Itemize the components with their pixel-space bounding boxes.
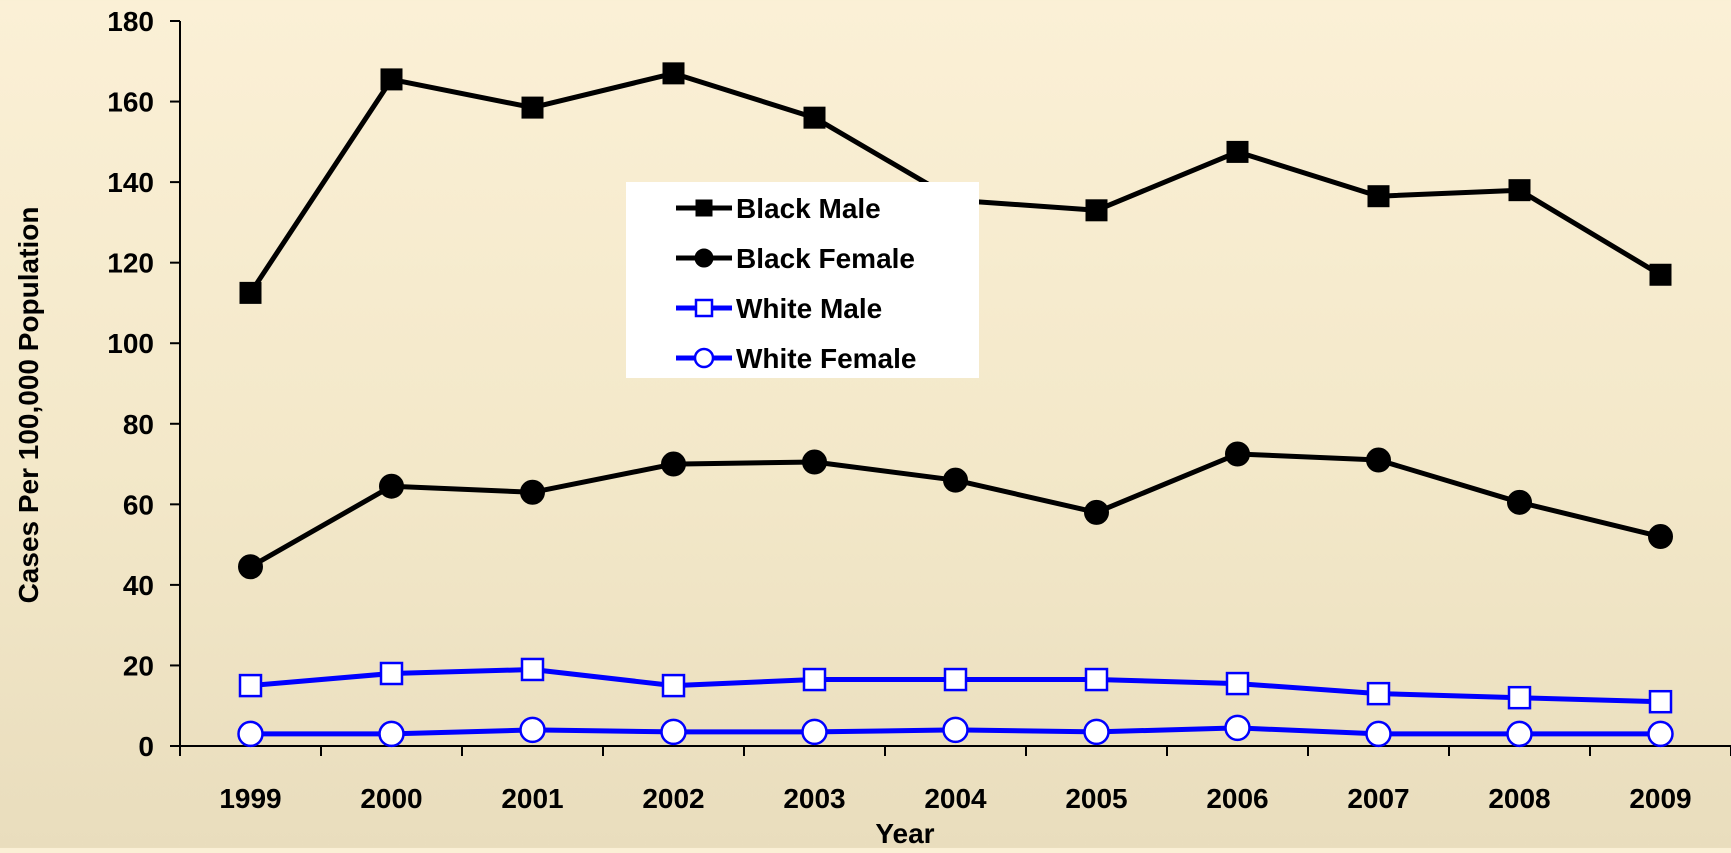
data-point: [1084, 667, 1109, 692]
y-axis-title: Cases Per 100,000 Population: [13, 207, 44, 604]
data-point: [802, 449, 827, 475]
data-point: [1507, 489, 1532, 515]
axes: 0 20 40 60 80 100 120 140 160 180 1999 2000 2001 2002…: [107, 6, 1731, 814]
x-tick-label: 2008: [1488, 783, 1550, 814]
y-tick-label: 140: [107, 167, 154, 198]
data-point: [1226, 140, 1249, 163]
legend-swatch-marker: [694, 298, 714, 318]
legend-swatch-marker: [693, 347, 715, 369]
data-point: [1506, 720, 1533, 748]
data-point: [239, 281, 262, 304]
data-point: [942, 716, 969, 744]
x-tick-label: 2002: [642, 783, 704, 814]
y-tick-label: 20: [123, 650, 154, 681]
y-tick-label: 120: [107, 248, 154, 279]
x-tick-label: 2007: [1347, 783, 1409, 814]
data-point: [1366, 447, 1391, 473]
legend-label: Black Female: [736, 243, 915, 274]
legend-label: White Male: [736, 293, 882, 324]
y-tick-label: 100: [107, 328, 154, 359]
x-tick-label: 2009: [1629, 783, 1691, 814]
data-point: [1508, 179, 1531, 202]
data-point: [521, 96, 544, 119]
data-point: [661, 673, 686, 698]
data-point: [1648, 689, 1673, 714]
data-point: [1083, 718, 1110, 746]
x-tick-label: 2003: [783, 783, 845, 814]
data-point: [1366, 681, 1391, 706]
y-tick-label: 160: [107, 87, 154, 118]
data-point: [380, 68, 403, 91]
data-point: [1649, 263, 1672, 286]
y-tick-label: 80: [123, 409, 154, 440]
series-layer: [237, 62, 1674, 748]
data-point: [1648, 524, 1673, 550]
data-point: [1647, 720, 1674, 748]
legend-swatch-marker: [695, 199, 713, 217]
legend-entry: White Female: [676, 343, 916, 374]
data-point: [378, 720, 405, 748]
data-point: [662, 62, 685, 85]
data-point: [520, 657, 545, 682]
data-point: [943, 667, 968, 692]
x-axis-title: Year: [875, 818, 934, 848]
x-tick-label: 2005: [1065, 783, 1127, 814]
data-point: [943, 467, 968, 493]
data-point: [1225, 441, 1250, 467]
y-tick-label: 180: [107, 6, 154, 37]
x-tick-label: 2006: [1206, 783, 1268, 814]
data-point: [1367, 185, 1390, 208]
x-tick-label: 1999: [219, 783, 281, 814]
data-point: [237, 720, 264, 748]
data-point: [1085, 199, 1108, 222]
legend-label: White Female: [736, 343, 916, 374]
y-tick-label: 0: [138, 731, 154, 762]
data-point: [519, 716, 546, 744]
legend-entry: Black Female: [676, 243, 915, 274]
x-tick-label: 2001: [501, 783, 563, 814]
data-point: [1225, 671, 1250, 696]
y-tick-label: 60: [123, 489, 154, 520]
data-point: [1507, 685, 1532, 710]
data-point: [520, 479, 545, 505]
data-point: [802, 667, 827, 692]
data-point: [238, 673, 263, 698]
legend-entry: Black Male: [676, 193, 881, 224]
data-point: [1224, 714, 1251, 742]
data-point: [379, 473, 404, 499]
data-point: [1084, 499, 1109, 525]
series-black-female: [238, 441, 1673, 580]
legend-box: [626, 182, 979, 378]
data-point: [803, 106, 826, 129]
legend-label: Black Male: [736, 193, 881, 224]
legend-swatch-marker: [694, 248, 714, 268]
series-white-female: [237, 714, 1674, 748]
data-point: [379, 661, 404, 686]
data-point: [801, 718, 828, 746]
legend: Black Male Black Female White Male White Fe…: [626, 182, 979, 378]
series-white-male: [238, 657, 1673, 714]
x-tick-label: 2004: [924, 783, 987, 814]
legend-entry: White Male: [676, 293, 882, 324]
data-point: [238, 554, 263, 580]
data-point: [660, 718, 687, 746]
data-point: [661, 451, 686, 477]
x-tick-label: 2000: [360, 783, 422, 814]
y-tick-label: 40: [123, 570, 154, 601]
data-point: [1365, 720, 1392, 748]
